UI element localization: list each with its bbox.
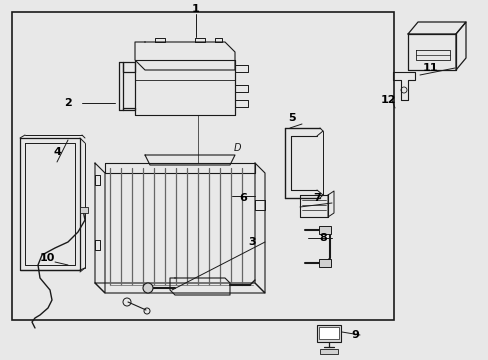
Bar xyxy=(80,207,88,213)
Text: 8: 8 xyxy=(319,233,326,243)
Text: D: D xyxy=(233,143,240,153)
Text: 4: 4 xyxy=(53,147,61,157)
Bar xyxy=(318,259,330,267)
Bar xyxy=(318,226,330,234)
Text: 12: 12 xyxy=(380,95,395,105)
Bar xyxy=(316,325,340,342)
Text: 7: 7 xyxy=(312,193,320,203)
Text: 2: 2 xyxy=(64,98,72,108)
Circle shape xyxy=(142,283,153,293)
Text: 1: 1 xyxy=(192,4,200,14)
Text: 3: 3 xyxy=(248,237,255,247)
Bar xyxy=(318,327,338,339)
Text: 5: 5 xyxy=(287,113,295,123)
Bar xyxy=(319,349,337,354)
Text: 6: 6 xyxy=(239,193,246,203)
Text: 11: 11 xyxy=(421,63,437,73)
Bar xyxy=(12,12,393,320)
Text: 9: 9 xyxy=(350,330,358,340)
Text: 10: 10 xyxy=(39,253,55,263)
